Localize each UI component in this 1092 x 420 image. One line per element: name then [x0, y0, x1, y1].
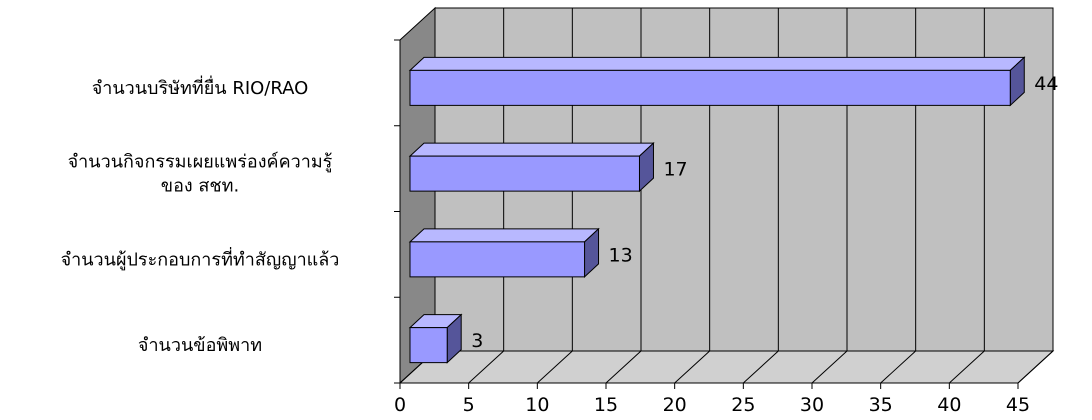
- bar-top: [408, 228, 600, 243]
- data-label: 44: [1034, 73, 1058, 95]
- data-label: 13: [609, 244, 633, 266]
- x-tick-label: 20: [663, 394, 687, 416]
- category-label: จำนวนบริษัทที่ยื่น RIO/RAO: [92, 75, 309, 99]
- bar: [408, 313, 463, 364]
- x-tick-label: 10: [525, 394, 549, 416]
- bar-front: [409, 155, 640, 192]
- floor-gridline: [742, 350, 779, 384]
- labels: 0 5 10 15 20 25 30 35 40 45 44 จำนวนบริษัทที่ยื่น R…: [61, 73, 1059, 416]
- floor-gridline: [605, 350, 642, 384]
- bar-front: [409, 327, 448, 364]
- bar-front: [409, 69, 1011, 106]
- floor-gridline: [880, 350, 917, 384]
- category-label-line: จำนวนบริษัทที่ยื่น RIO/RAO: [92, 75, 309, 99]
- x-tick-label: 25: [731, 394, 755, 416]
- bar: [408, 141, 655, 193]
- x-tick-label: 15: [594, 394, 618, 416]
- data-label: 17: [663, 159, 687, 181]
- x-tick-label: 45: [1006, 394, 1030, 416]
- bars: [408, 56, 1026, 364]
- x-tick-label: 30: [800, 394, 824, 416]
- floor-gridline: [1017, 350, 1054, 384]
- bar-front: [409, 241, 586, 278]
- x-tick-label: 5: [463, 394, 475, 416]
- bar: [408, 227, 600, 279]
- x-tick-label: 35: [869, 394, 893, 416]
- x-tick-label: 40: [937, 394, 961, 416]
- category-label: จำนวนข้อพิพาท: [138, 335, 262, 356]
- category-label: จำนวนกิจกรรมเผยแพร่องค์ความรู้ของ สชท.: [68, 152, 333, 197]
- axes: [394, 39, 1019, 389]
- floor-gridline: [811, 350, 848, 384]
- floor-gridline: [536, 350, 573, 384]
- bar: [408, 56, 1026, 107]
- data-label: 3: [471, 330, 483, 352]
- floor-gridline: [468, 350, 505, 384]
- category-label-line: จำนวนผู้ประกอบการที่ทำสัญญาแล้ว: [61, 246, 340, 270]
- floor-gridline: [948, 350, 985, 384]
- x-tick-label: 0: [394, 394, 406, 416]
- bar-top: [408, 142, 655, 157]
- floor-gridline: [674, 350, 711, 384]
- category-label: จำนวนผู้ประกอบการที่ทำสัญญาแล้ว: [61, 246, 340, 270]
- category-label-line: จำนวนกิจกรรมเผยแพร่องค์ความรู้: [68, 152, 333, 173]
- category-label-line: ของ สชท.: [161, 176, 239, 197]
- bar-top: [408, 56, 1026, 71]
- category-label-line: จำนวนข้อพิพาท: [138, 335, 262, 356]
